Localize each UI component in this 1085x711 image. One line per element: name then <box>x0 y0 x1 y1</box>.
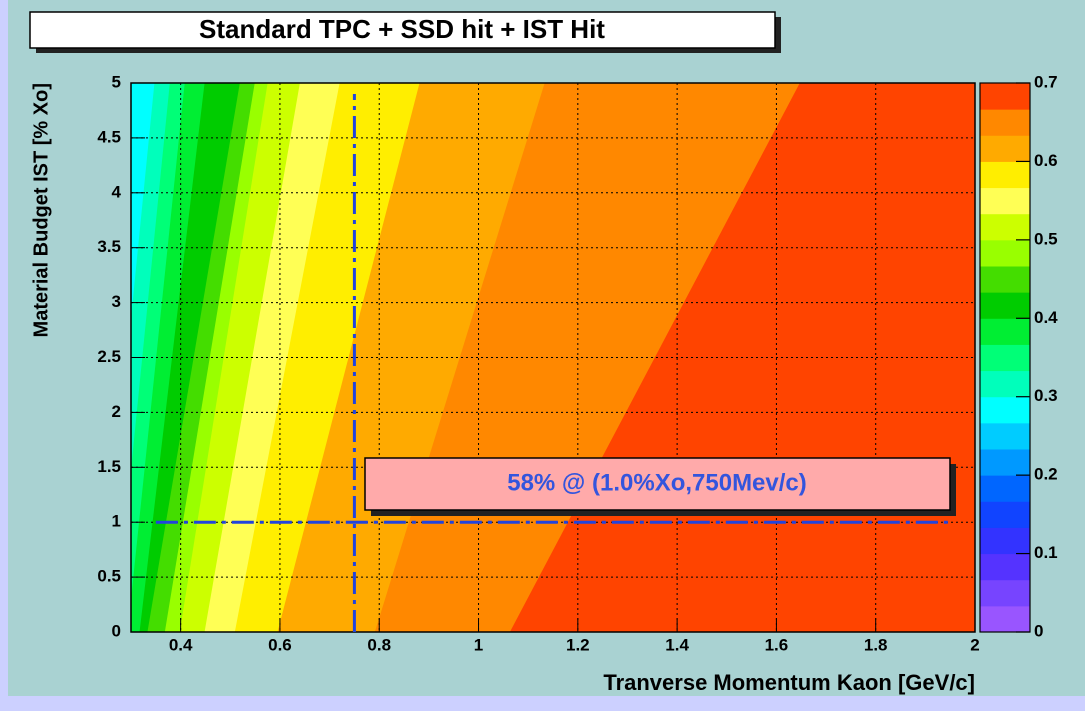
x-tick-label: 1.4 <box>665 635 689 654</box>
colorbar-band <box>980 109 1030 136</box>
x-tick-label: 1.2 <box>566 635 590 654</box>
y-tick-label: 4.5 <box>97 127 121 146</box>
colorbar-band <box>980 161 1030 189</box>
z-tick-label: 0.4 <box>1034 308 1058 327</box>
y-tick-label: 3.5 <box>97 237 121 256</box>
colorbar-band <box>980 501 1030 528</box>
z-tick-label: 0.5 <box>1034 229 1058 248</box>
colorbar-band <box>980 422 1030 450</box>
z-tick-label: 0 <box>1034 621 1043 640</box>
z-tick-label: 0.2 <box>1034 465 1058 484</box>
z-tick-label: 0.6 <box>1034 151 1058 170</box>
x-tick-label: 1 <box>474 635 483 654</box>
plot-frame <box>130 82 976 633</box>
y-tick-label: 2.5 <box>97 347 121 366</box>
x-tick-label: 0.8 <box>367 635 391 654</box>
x-tick-label: 0.6 <box>268 635 292 654</box>
colorbar-band <box>980 553 1030 581</box>
colorbar-band <box>980 579 1030 607</box>
x-tick-label: 1.6 <box>765 635 789 654</box>
contour-region <box>139 83 241 632</box>
y-axis-label: Material Budget IST [% Xo] <box>30 83 52 337</box>
contour-region <box>131 83 186 608</box>
z-tick-label: 0.3 <box>1034 386 1058 405</box>
z-tick-label: 0.1 <box>1034 543 1058 562</box>
y-tick-label: 1 <box>112 512 121 531</box>
annotation-box <box>364 457 951 511</box>
x-tick-label: 2 <box>970 635 979 654</box>
colorbar-band <box>980 370 1030 398</box>
annotation: 58% @ (1.0%Xo,750Mev/c) <box>507 469 807 496</box>
colorbar-band <box>980 475 1030 502</box>
x-tick-label: 1.8 <box>864 635 888 654</box>
y-tick-label: 0 <box>112 621 121 640</box>
colorbar-band <box>980 187 1030 215</box>
x-axis-label: Tranverse Momentum Kaon [GeV/c] <box>603 670 975 695</box>
overlay: 0.4 0.6 0.8 1 1.2 1.4 1.6 1.8 2 0 0.5 1 1.5 2 2.5 3 3.5 4… <box>97 72 979 654</box>
colorbar-band <box>980 83 1030 110</box>
colorbar-band <box>980 396 1030 424</box>
title-box <box>29 11 776 49</box>
z-tick-label: 0.7 <box>1034 72 1058 91</box>
colorbar-band <box>980 344 1030 372</box>
colorbar-band <box>980 449 1030 476</box>
colorbar-band <box>980 213 1030 241</box>
x-tick-label: 0.4 <box>169 635 193 654</box>
contour-region <box>179 83 301 632</box>
colorbar-band <box>980 605 1030 633</box>
colorbar-band <box>980 266 1030 293</box>
colorbar-band <box>980 135 1030 162</box>
colorbar-band <box>980 239 1030 267</box>
colorbar-band <box>980 292 1030 319</box>
y-tick-label: 4 <box>112 182 122 201</box>
y-tick-label: 3 <box>112 292 121 311</box>
y-tick-label: 2 <box>112 402 121 421</box>
y-tick-label: 1.5 <box>97 457 121 476</box>
colorbar-band <box>980 318 1030 345</box>
y-tick-label: 5 <box>112 72 121 91</box>
chart-title: Standard TPC + SSD hit + IST Hit <box>199 14 605 44</box>
y-tick-label: 0.5 <box>97 567 121 586</box>
colorbar-frame <box>979 82 1031 633</box>
colorbar-band <box>980 527 1030 555</box>
